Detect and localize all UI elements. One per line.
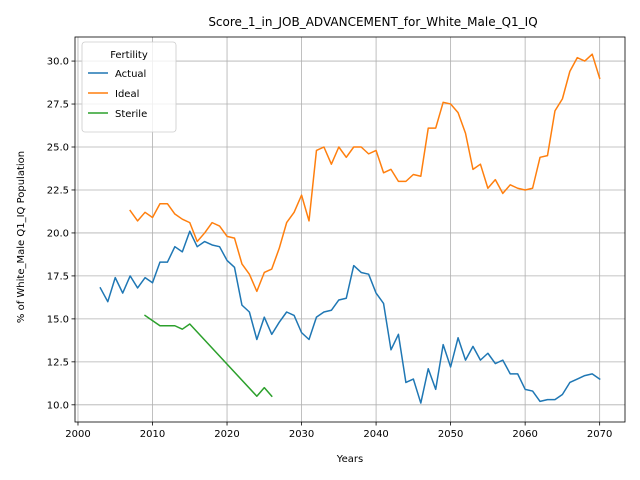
x-axis-label: Years (336, 454, 363, 465)
y-tick-label: 27.5 (47, 100, 69, 111)
y-tick-label: 22.5 (47, 185, 69, 196)
x-tick-label: 2000 (65, 429, 90, 440)
x-tick-label: 2040 (363, 429, 388, 440)
series-line-actual (99, 230, 601, 404)
legend-label-ideal: Ideal (115, 89, 139, 100)
ticks: 2000 2010 2020 2030 2040 2050 2060 2070 10.0 12.5… (47, 57, 613, 440)
x-tick-label: 2030 (289, 429, 314, 440)
y-axis-label: % of White_Male Q1_IQ Population (16, 151, 27, 323)
legend-label-actual: Actual (115, 69, 146, 80)
y-tick-label: 20.0 (47, 228, 69, 239)
x-tick-label: 2010 (140, 429, 165, 440)
chart-title: Score_1_in_JOB_ADVANCEMENT_for_White_Mal… (208, 15, 537, 29)
plot-frame (74, 36, 626, 423)
x-tick-label: 2070 (587, 429, 612, 440)
legend-entries: Actual Ideal Sterile (88, 69, 147, 120)
series-line-sterile (144, 314, 273, 398)
y-tick-label: 15.0 (47, 314, 69, 325)
y-tick-label: 17.5 (47, 271, 69, 282)
series-line-ideal (129, 53, 601, 293)
series-lines (99, 53, 601, 404)
y-tick-label: 30.0 (47, 57, 69, 68)
legend-title: Fertility (110, 50, 148, 61)
grid (75, 37, 625, 422)
y-tick-label: 10.0 (47, 400, 69, 411)
x-tick-label: 2020 (214, 429, 239, 440)
legend: Fertility Actual Ideal Sterile (81, 41, 177, 133)
x-tick-label: 2060 (512, 429, 537, 440)
x-tick-label: 2050 (438, 429, 463, 440)
legend-box (81, 41, 177, 133)
y-tick-label: 12.5 (47, 357, 69, 368)
legend-label-sterile: Sterile (115, 109, 147, 120)
y-tick-label: 25.0 (47, 143, 69, 154)
